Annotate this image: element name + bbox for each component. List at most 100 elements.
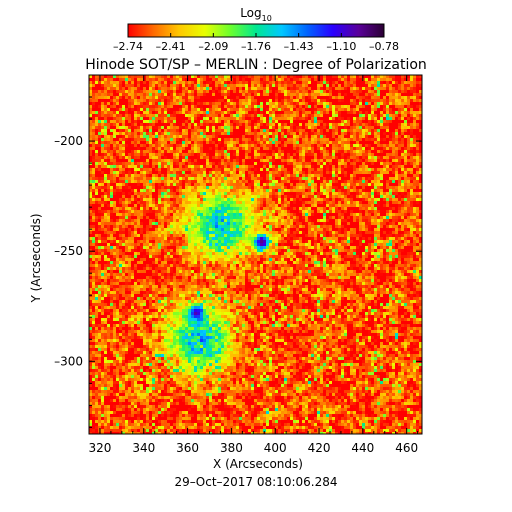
heatmap-cell	[113, 147, 116, 150]
heatmap-cell	[176, 162, 179, 165]
heatmap-cell	[182, 204, 185, 207]
heatmap-cell	[386, 186, 389, 189]
heatmap-cell	[197, 156, 200, 159]
heatmap-cell	[188, 159, 191, 162]
heatmap-cell	[278, 198, 281, 201]
heatmap-cell	[197, 87, 200, 90]
heatmap-cell	[197, 123, 200, 126]
heatmap-cell	[161, 168, 164, 171]
heatmap-cell	[155, 150, 158, 153]
heatmap-cell	[206, 114, 209, 117]
heatmap-cell	[341, 108, 344, 111]
heatmap-cell	[215, 198, 218, 201]
heatmap-cell	[398, 105, 401, 108]
heatmap-cell	[140, 129, 143, 132]
heatmap-cell	[293, 120, 296, 123]
heatmap-cell	[173, 96, 176, 99]
heatmap-cell	[104, 198, 107, 201]
heatmap-cell	[239, 186, 242, 189]
heatmap-cell	[398, 102, 401, 105]
heatmap-cell	[317, 117, 320, 120]
heatmap-cell	[344, 111, 347, 114]
heatmap-cell	[344, 159, 347, 162]
heatmap-cell	[263, 105, 266, 108]
heatmap-cell	[233, 111, 236, 114]
heatmap-cell	[188, 183, 191, 186]
heatmap-cell	[146, 201, 149, 204]
heatmap-cell	[419, 138, 422, 141]
heatmap-cell	[125, 75, 128, 78]
heatmap-cell	[278, 105, 281, 108]
heatmap-cell	[188, 123, 191, 126]
heatmap-cell	[260, 150, 263, 153]
heatmap-cell	[296, 204, 299, 207]
heatmap-cell	[143, 195, 146, 198]
heatmap-cell	[317, 207, 320, 210]
heatmap-cell	[374, 81, 377, 84]
heatmap-cell	[155, 132, 158, 135]
heatmap-cell	[137, 78, 140, 81]
heatmap-cell	[200, 162, 203, 165]
heatmap-cell	[218, 75, 221, 78]
heatmap-cell	[410, 81, 413, 84]
heatmap-cell	[404, 123, 407, 126]
heatmap-cell	[404, 84, 407, 87]
heatmap-cell	[290, 99, 293, 102]
heatmap-cell	[362, 180, 365, 183]
heatmap-cell	[383, 177, 386, 180]
heatmap-cell	[176, 81, 179, 84]
heatmap-cell	[323, 156, 326, 159]
heatmap-cell	[92, 96, 95, 99]
heatmap-cell	[341, 93, 344, 96]
heatmap-cell	[365, 84, 368, 87]
heatmap-cell	[113, 102, 116, 105]
heatmap-cell	[182, 102, 185, 105]
heatmap-cell	[92, 189, 95, 192]
heatmap-cell	[122, 129, 125, 132]
heatmap-cell	[227, 111, 230, 114]
heatmap-cell	[206, 81, 209, 84]
heatmap-cell	[389, 114, 392, 117]
heatmap-cell	[320, 183, 323, 186]
heatmap-cell	[383, 135, 386, 138]
heatmap-cell	[95, 186, 98, 189]
heatmap-cell	[314, 75, 317, 78]
heatmap-cell	[221, 183, 224, 186]
heatmap-cell	[209, 138, 212, 141]
heatmap-cell	[287, 162, 290, 165]
heatmap-cell	[131, 132, 134, 135]
heatmap-cell	[116, 174, 119, 177]
heatmap-cell	[104, 207, 107, 210]
heatmap-cell	[305, 156, 308, 159]
heatmap-cell	[281, 168, 284, 171]
heatmap-cell	[260, 102, 263, 105]
heatmap-cell	[302, 123, 305, 126]
heatmap-cell	[254, 156, 257, 159]
heatmap-cell	[230, 201, 233, 204]
heatmap-cell	[182, 96, 185, 99]
heatmap-cell	[167, 153, 170, 156]
heatmap-cell	[107, 189, 110, 192]
heatmap-cell	[197, 120, 200, 123]
heatmap-cell	[275, 87, 278, 90]
heatmap-cell	[272, 90, 275, 93]
heatmap-cell	[152, 96, 155, 99]
heatmap-cell	[281, 159, 284, 162]
heatmap-cell	[389, 156, 392, 159]
heatmap-cell	[251, 129, 254, 132]
heatmap-cell	[269, 204, 272, 207]
heatmap-cell	[143, 150, 146, 153]
heatmap-cell	[206, 138, 209, 141]
heatmap-cell	[161, 186, 164, 189]
heatmap-cell	[236, 102, 239, 105]
heatmap-cell	[263, 192, 266, 195]
heatmap-cell	[143, 114, 146, 117]
heatmap-cell	[299, 144, 302, 147]
heatmap-cell	[380, 195, 383, 198]
heatmap-cell	[332, 87, 335, 90]
heatmap-cell	[194, 183, 197, 186]
heatmap-cell	[287, 96, 290, 99]
heatmap-cell	[344, 189, 347, 192]
heatmap-cell	[383, 153, 386, 156]
heatmap-cell	[323, 195, 326, 198]
